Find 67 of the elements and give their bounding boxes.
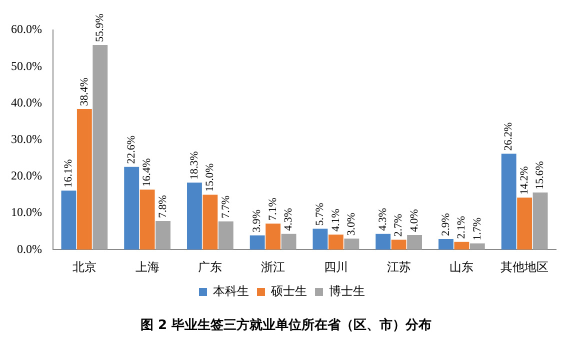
data-label: 16.1% <box>62 159 75 188</box>
bar <box>517 198 532 250</box>
bar <box>376 234 391 250</box>
x-tick-label: 江苏 <box>386 260 411 274</box>
data-label: 2.7% <box>392 214 405 237</box>
data-label: 18.3% <box>188 151 200 180</box>
bar <box>312 228 328 250</box>
bar <box>187 182 202 250</box>
bar <box>407 234 422 250</box>
data-label: 7.8% <box>156 195 169 218</box>
data-label: 15.0% <box>204 163 216 192</box>
data-label: 55.9% <box>94 14 106 42</box>
data-label: 16.4% <box>141 158 154 187</box>
y-tick-label: 0.0% <box>16 242 42 256</box>
bar <box>344 238 360 250</box>
x-tick-label: 其他地区 <box>500 260 549 274</box>
bar <box>281 234 296 250</box>
legend-label: 博士生 <box>329 284 365 298</box>
bar <box>218 221 234 250</box>
bar <box>156 221 170 250</box>
bar <box>532 192 548 250</box>
bar <box>140 190 155 250</box>
data-label: 5.7% <box>314 202 326 226</box>
data-label: 15.6% <box>534 161 546 190</box>
data-label: 4.1% <box>330 208 342 232</box>
y-tick-label: 20.0% <box>10 168 42 183</box>
data-label: 2.1% <box>456 216 468 239</box>
bar <box>124 166 140 250</box>
y-tick-label: 10.0% <box>10 205 42 220</box>
bar <box>501 154 516 250</box>
y-tick-label: 50.0% <box>10 58 42 73</box>
data-label: 1.7% <box>471 217 484 240</box>
data-label: 38.4% <box>78 78 90 106</box>
x-tick-label: 山东 <box>450 260 474 274</box>
y-tick-label: 30.0% <box>10 132 42 146</box>
x-tick-label: 四川 <box>324 260 348 274</box>
y-tick-label: 60.0% <box>10 22 42 36</box>
bar <box>438 238 454 250</box>
data-label: 14.2% <box>518 166 530 195</box>
data-label: 7.7% <box>220 195 232 218</box>
x-tick-label: 广东 <box>198 260 222 274</box>
bar <box>454 242 470 250</box>
bar <box>266 224 281 250</box>
data-label: 4.3% <box>282 208 295 231</box>
legend-label: 硕士生 <box>270 284 307 298</box>
data-label: 7.1% <box>266 198 279 221</box>
bar <box>76 109 92 250</box>
bar <box>202 194 218 250</box>
data-label: 22.6% <box>125 135 138 164</box>
data-label: 4.0% <box>408 209 420 232</box>
legend-label: 本科生 <box>213 284 249 298</box>
y-tick-label: 40.0% <box>10 95 42 110</box>
bar <box>250 235 265 250</box>
x-tick-label: 浙江 <box>261 260 286 274</box>
data-label: 3.0% <box>346 212 358 236</box>
bar <box>328 234 344 250</box>
text: 图 2 毕业生签三方就业单位所在省（区、市）分布 <box>139 316 433 334</box>
data-label: 3.9% <box>251 209 264 232</box>
data-label: 2.9% <box>440 213 452 236</box>
bar <box>61 190 76 250</box>
data-label: 4.3% <box>376 208 389 231</box>
bar <box>391 240 406 250</box>
data-label: 26.2% <box>502 122 515 151</box>
x-tick-label: 上海 <box>135 260 160 274</box>
bar <box>470 243 485 250</box>
bar <box>92 45 108 250</box>
x-tick-label: 北京 <box>72 260 96 274</box>
